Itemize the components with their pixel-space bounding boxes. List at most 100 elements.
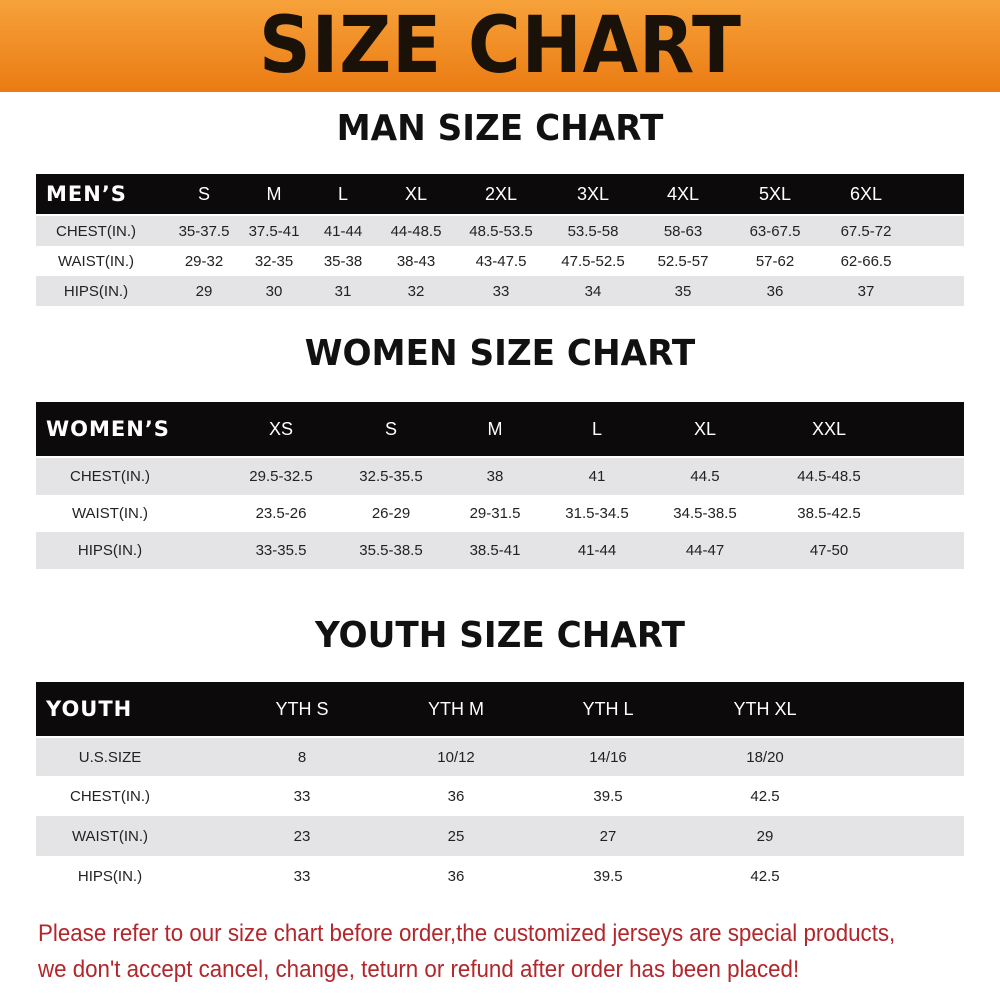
table-cell: 57-62 [755, 252, 795, 270]
table-cell: 44.5 [690, 468, 720, 485]
row-label: HIPS(IN.) [77, 867, 143, 885]
size-header-cell: YTH L [582, 698, 634, 719]
table-cell: 53.5-58 [567, 222, 619, 240]
women-header-label: WOMEN’S [46, 417, 170, 441]
table-cell: 23 [293, 827, 311, 845]
size-header-cell: M [487, 418, 503, 439]
table-cell: 33-35.5 [255, 542, 307, 559]
table-row: WAIST(IN.) 23 25 27 29 [36, 816, 964, 856]
table-cell: 32-35 [254, 252, 294, 270]
table-cell: 42.5 [750, 867, 780, 885]
table-cell: 10/12 [437, 748, 475, 766]
table-cell: 47-50 [809, 542, 849, 559]
table-cell: 32 [407, 282, 425, 300]
title-banner: SIZE CHART [0, 0, 1000, 92]
table-cell: 14/16 [589, 748, 627, 766]
women-header-row: WOMEN’S XS S M L XL XXL [36, 402, 964, 456]
table-cell: 47.5-52.5 [561, 252, 625, 270]
table-row: WAIST(IN.) 23.5-26 26-29 29-31.5 31.5-34.5 34… [36, 495, 964, 532]
youth-header-label: YOUTH [46, 697, 133, 721]
size-header-cell: XXL [811, 418, 847, 439]
row-label: CHEST(IN.) [70, 787, 150, 805]
table-row: CHEST(IN.) 29.5-32.5 32.5-35.5 38 41 44.5 44.5… [36, 458, 964, 495]
table-cell: 26-29 [371, 505, 411, 522]
row-label: HIPS(IN.) [77, 542, 143, 559]
table-cell: 31.5-34.5 [565, 505, 629, 522]
table-cell: 39.5 [593, 867, 623, 885]
table-cell: 38-43 [396, 252, 436, 270]
table-cell: 37 [857, 282, 875, 300]
size-header-cell: XL [693, 418, 717, 439]
table-cell: 41-44 [577, 542, 617, 559]
size-header-cell: 5XL [758, 183, 792, 204]
row-label: WAIST(IN.) [71, 827, 149, 845]
size-header-cell: 6XL [849, 183, 883, 204]
table-cell: 29-31.5 [469, 505, 521, 522]
table-cell: 44-48.5 [390, 222, 442, 240]
table-cell: 41-44 [323, 222, 363, 240]
table-cell: 41 [588, 468, 606, 485]
youth-header-row: YOUTH YTH S YTH M YTH L YTH XL [36, 682, 964, 736]
table-cell: 44-47 [685, 542, 725, 559]
men-header-row: MEN’S S M L XL 2XL 3XL 4XL 5XL 6XL [36, 174, 964, 214]
size-header-cell: YTH M [428, 698, 484, 719]
table-cell: 32.5-35.5 [359, 468, 423, 485]
size-header-cell: XL [404, 183, 428, 204]
table-cell: 38 [486, 468, 504, 485]
table-row: CHEST(IN.) 35-37.5 37.5-41 41-44 44-48.5 48.5… [36, 216, 964, 246]
table-row: HIPS(IN.) 33 36 39.5 42.5 [36, 856, 964, 896]
order-note-line-2: we don't accept cancel, change, teturn o… [38, 956, 800, 983]
youth-size-table: YOUTH YTH S YTH M YTH L YTH XL U.S.SIZE 8 10/12… [36, 682, 964, 896]
table-cell: 39.5 [593, 787, 623, 805]
women-section-title: WOMEN SIZE CHART [304, 333, 696, 374]
men-size-table: MEN’S S M L XL 2XL 3XL 4XL 5XL 6XL CHEST(IN.) 35-37… [36, 174, 964, 306]
table-row: HIPS(IN.) 29 30 31 32 33 34 35 36 37 [36, 276, 964, 306]
size-header-cell: S [197, 183, 211, 204]
table-cell: 44.5-48.5 [797, 468, 861, 485]
table-cell: 8 [297, 748, 307, 766]
table-cell: 29-32 [184, 252, 224, 270]
row-label: CHEST(IN.) [70, 468, 150, 485]
table-cell: 42.5 [750, 787, 780, 805]
table-cell: 31 [334, 282, 352, 300]
table-cell: 30 [265, 282, 283, 300]
men-section-title: MAN SIZE CHART [336, 108, 664, 149]
table-row: CHEST(IN.) 33 36 39.5 42.5 [36, 776, 964, 816]
table-cell: 34 [584, 282, 602, 300]
table-cell: 33 [293, 867, 311, 885]
table-cell: 29 [195, 282, 213, 300]
table-cell: 35-38 [323, 252, 363, 270]
row-label: U.S.SIZE [78, 748, 142, 766]
table-row: HIPS(IN.) 33-35.5 35.5-38.5 38.5-41 41-44 44-… [36, 532, 964, 569]
table-cell: 25 [447, 827, 465, 845]
table-cell: 48.5-53.5 [469, 222, 533, 240]
table-cell: 33 [293, 787, 311, 805]
size-header-cell: L [337, 183, 349, 204]
table-cell: 35-37.5 [178, 222, 230, 240]
size-header-cell: 3XL [576, 183, 610, 204]
table-cell: 62-66.5 [840, 252, 892, 270]
table-cell: 36 [766, 282, 784, 300]
size-header-cell: YTH S [275, 698, 329, 719]
table-cell: 27 [599, 827, 617, 845]
table-cell: 29.5-32.5 [249, 468, 313, 485]
table-cell: 52.5-57 [657, 252, 709, 270]
row-label: CHEST(IN.) [56, 222, 136, 240]
size-header-cell: M [266, 183, 282, 204]
table-cell: 38.5-41 [469, 542, 521, 559]
size-header-cell: 4XL [666, 183, 700, 204]
row-label: HIPS(IN.) [63, 282, 129, 300]
youth-section-title: YOUTH SIZE CHART [315, 615, 685, 656]
table-cell: 35.5-38.5 [359, 542, 423, 559]
women-size-table: WOMEN’S XS S M L XL XXL CHEST(IN.) 29.5-32.5 32.5… [36, 402, 964, 569]
size-header-cell: S [384, 418, 398, 439]
table-cell: 18/20 [746, 748, 784, 766]
page-title: SIZE CHART [258, 1, 742, 91]
table-cell: 37.5-41 [248, 222, 300, 240]
table-row: U.S.SIZE 8 10/12 14/16 18/20 [36, 738, 964, 776]
size-header-cell: XS [268, 418, 294, 439]
size-header-cell: L [591, 418, 603, 439]
table-cell: 23.5-26 [255, 505, 307, 522]
row-label: WAIST(IN.) [71, 505, 149, 522]
table-cell: 43-47.5 [475, 252, 527, 270]
